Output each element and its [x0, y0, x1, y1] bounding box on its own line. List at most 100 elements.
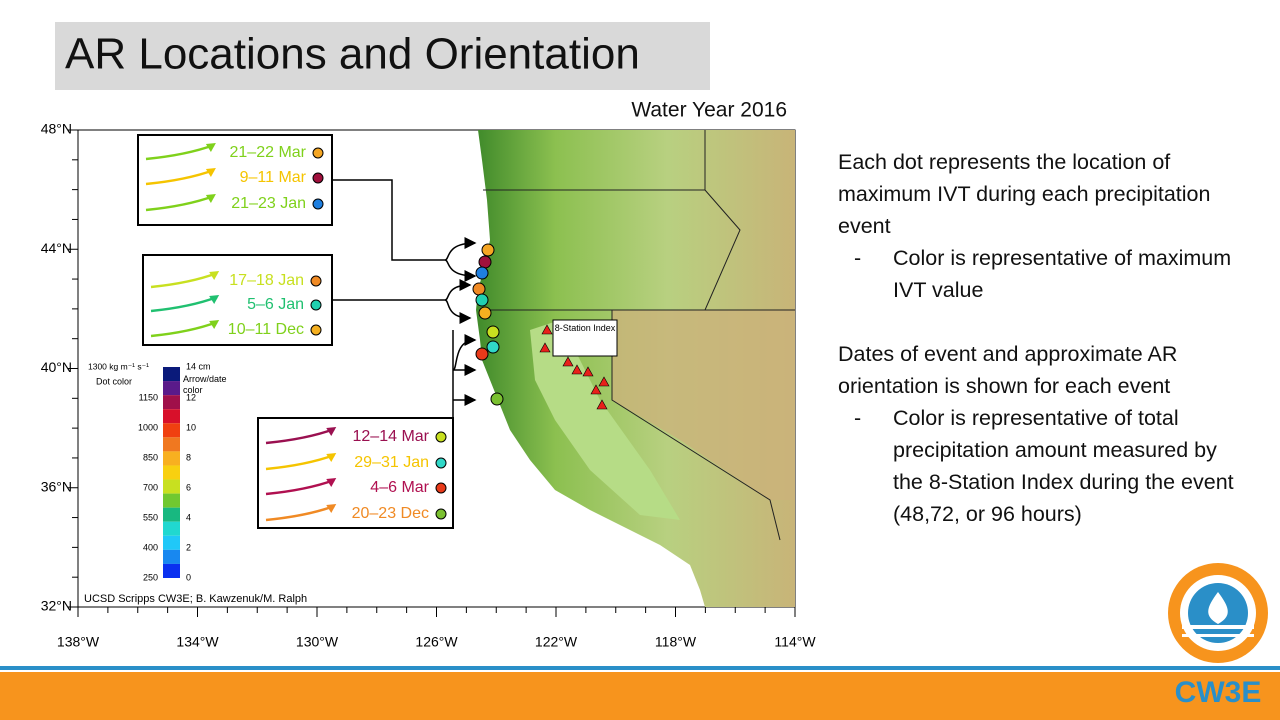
ivt-dot: [475, 293, 489, 307]
colorbar-right-subtitle-wrap: Arrow/date color: [183, 374, 227, 395]
colorbar-right-label: 6: [186, 482, 191, 492]
colorbar-right-label: 0: [186, 572, 191, 582]
station: [571, 364, 583, 375]
event-arrowhead: [205, 143, 216, 152]
station-label: 8-Station Index: [554, 323, 616, 333]
lat-label: 36°N: [41, 478, 72, 494]
station: [562, 356, 574, 367]
gap: [838, 306, 1248, 338]
lon-label: 114°W: [774, 634, 816, 650]
logo-text: CW3E: [1175, 676, 1262, 709]
event-arrowhead: [209, 295, 220, 304]
connector-arrow: [444, 259, 477, 282]
connector-arrow: [444, 299, 472, 324]
lat-label: 48°N: [41, 121, 72, 137]
colorbar-left-label: 550: [143, 512, 158, 522]
event-date: 4–6 Mar: [370, 479, 429, 496]
event-dot: [435, 482, 447, 494]
event-arrowhead: [205, 168, 216, 177]
colorbar-cell: [163, 423, 180, 438]
ivt-dot: [472, 282, 486, 296]
event-arrowhead: [205, 194, 216, 203]
station: [541, 324, 553, 335]
lat-label: 32°N: [41, 598, 72, 614]
map: 48°N 44°N 40°N 36°N 32°N 138°W 134°W 130°W 126°W…: [41, 121, 817, 650]
ivt-dot: [486, 325, 500, 339]
colorbar-left-label: 700: [143, 482, 158, 492]
colorbar-right-subtitle: Arrow/date color: [183, 374, 227, 395]
event-date: 21–22 Mar: [230, 144, 307, 161]
event-arrowhead: [326, 453, 337, 462]
event-date: 12–14 Mar: [353, 428, 430, 445]
credit-bg: [80, 590, 348, 606]
event-dot: [435, 508, 447, 520]
event-dot: [310, 324, 322, 336]
note-bullet: Color is representative of total precipi…: [838, 402, 1248, 530]
connector: [332, 179, 445, 261]
colorbar-cell: [163, 521, 180, 536]
event-box: [257, 417, 454, 529]
lon-label: 122°W: [535, 634, 578, 650]
colorbar-right-label: 4: [186, 512, 191, 522]
ivt-dot: [478, 255, 492, 269]
connector-arrow: [452, 334, 477, 371]
title-box: [55, 22, 710, 90]
note: Each dot represents the location of maxi…: [838, 150, 1211, 238]
colorbar-left-label: 1150: [139, 392, 158, 402]
lat-label: 40°N: [41, 359, 72, 375]
station: [539, 342, 551, 353]
colorbar-cell: [163, 535, 180, 550]
colorbar-left-title: 1300 kg m⁻¹ s⁻¹: [88, 361, 149, 371]
colorbar-cell: [163, 367, 180, 382]
bottom-line: [0, 666, 1280, 670]
note-bullet: Color is representative of maximum IVT v…: [838, 242, 1248, 306]
great-basin: [612, 310, 795, 500]
colorbar-cell: [163, 507, 180, 522]
event-dot: [310, 275, 322, 287]
colorbar-cell: [163, 409, 180, 424]
bottom-band: [0, 672, 1280, 720]
event-date: 9–11 Mar: [240, 169, 307, 186]
colorbar-left-label: 400: [143, 542, 158, 552]
colorbar-left-label: 250: [143, 572, 158, 582]
event-dot: [435, 457, 447, 469]
station: [582, 366, 594, 377]
event-date: 17–18 Jan: [229, 272, 304, 289]
event-arrowhead: [326, 504, 337, 513]
event-date: 21–23 Jan: [231, 195, 306, 212]
colorbar-cell: [163, 437, 180, 452]
colorbar-right-label: 8: [186, 452, 191, 462]
event-date: 20–23 Dec: [352, 505, 429, 522]
colorbar-right-label: 2: [186, 542, 191, 552]
event-date: 10–11 Dec: [228, 321, 304, 338]
ivt-dot: [486, 340, 500, 354]
event-box: [142, 254, 333, 346]
lat-label: 44°N: [41, 240, 72, 256]
event-dot: [435, 431, 447, 443]
station: [598, 376, 610, 387]
ivt-dot: [475, 347, 489, 361]
colorbar-cell: [163, 549, 180, 564]
colorbar-cell: [163, 465, 180, 480]
colorbar-cell: [163, 395, 180, 410]
colorbar-left-subtitle: Dot color: [96, 376, 132, 386]
ivt-dot: [481, 243, 495, 257]
colorbar-cell: [163, 451, 180, 466]
title: AR Locations and Orientation: [65, 30, 640, 79]
lon-label: 138°W: [57, 634, 100, 650]
event-dot: [312, 172, 324, 184]
colorbar-cell: [163, 563, 180, 578]
notes: Each dot represents the location of maxi…: [838, 146, 1248, 530]
event-date: 29–31 Jan: [354, 454, 429, 471]
credit: UCSD Scripps CW3E; B. Kawzenuk/M. Ralph: [84, 593, 307, 605]
station: [590, 384, 602, 395]
lon-label: 130°W: [296, 634, 339, 650]
ivt-dot: [475, 266, 489, 280]
logo: CW3E: [1168, 563, 1268, 709]
subtitle: Water Year 2016: [631, 99, 787, 122]
lon-label: 134°W: [176, 634, 219, 650]
ivt-dot: [490, 392, 504, 406]
ivt-dot: [478, 306, 492, 320]
